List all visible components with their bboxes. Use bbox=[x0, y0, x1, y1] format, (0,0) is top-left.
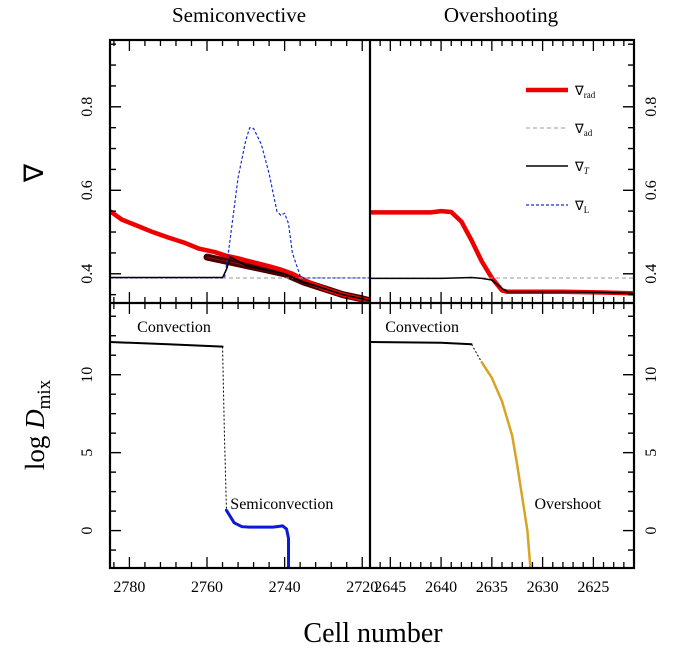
y-tick-label: 0 bbox=[79, 527, 96, 535]
x-tick-label: 2720 bbox=[346, 579, 378, 596]
series-overshoot-line bbox=[480, 360, 532, 568]
panels: Convection Semiconvection Convection Oversh… bbox=[110, 127, 634, 568]
legend-label: ∇ad bbox=[574, 121, 593, 138]
x-axis-label: Cell number bbox=[303, 618, 443, 649]
series-T-line bbox=[110, 256, 370, 302]
series-T-line bbox=[370, 276, 634, 295]
y-tick-label: 10 bbox=[643, 367, 660, 383]
legend-symbol: ∇ bbox=[574, 159, 584, 174]
series-L-line bbox=[110, 127, 370, 279]
y-tick-label: 0.4 bbox=[643, 264, 660, 284]
series-conv-line bbox=[370, 340, 473, 346]
legend-label: ∇L bbox=[574, 198, 589, 215]
x-tick-label: 2645 bbox=[374, 579, 406, 596]
series-conv-line bbox=[110, 340, 224, 348]
x-tick-label: 2780 bbox=[113, 579, 145, 596]
annotation-label: Semiconvection bbox=[230, 496, 333, 513]
y-tick-label: 5 bbox=[79, 449, 96, 457]
column-title-overshooting: Overshooting bbox=[444, 3, 559, 27]
y-tick-label: 0.8 bbox=[79, 97, 96, 117]
y-tick-label: 0.6 bbox=[79, 180, 96, 200]
legend-subscript: T bbox=[584, 166, 590, 176]
legend-subscript: ad bbox=[584, 128, 593, 138]
legend-symbol: ∇ bbox=[574, 83, 584, 98]
x-tick-label: 2630 bbox=[527, 579, 559, 596]
y-tick-label: 10 bbox=[79, 367, 96, 383]
legend-label: ∇rad bbox=[574, 83, 596, 100]
legend-symbol: ∇ bbox=[574, 198, 584, 213]
plot-area-0-bottom bbox=[110, 340, 291, 568]
y-tick-label: 0.6 bbox=[643, 180, 660, 200]
x-tick-label: 2760 bbox=[191, 579, 223, 596]
series-rad-line bbox=[370, 208, 634, 296]
y-tick-label: 0.8 bbox=[643, 97, 660, 117]
legend-label: ∇T bbox=[574, 159, 590, 176]
legend-subscript: rad bbox=[584, 90, 596, 100]
y-label-d: D bbox=[20, 409, 50, 430]
y-axis-label-top: ∇ bbox=[19, 163, 49, 183]
series-link-line bbox=[471, 344, 483, 363]
series-semi-line bbox=[224, 508, 291, 568]
annotation-label: Overshoot bbox=[534, 496, 601, 513]
y-label-sub: mix bbox=[34, 379, 55, 409]
column-title-semiconvective: Semiconvective bbox=[172, 3, 306, 27]
legend-symbol: ∇ bbox=[574, 121, 584, 136]
x-tick-label: 2635 bbox=[476, 579, 508, 596]
plot-area-1-bottom bbox=[370, 340, 532, 568]
plot-area-1-top bbox=[370, 208, 634, 296]
y-label-log: log bbox=[20, 429, 50, 470]
y-tick-label: 0.4 bbox=[79, 264, 96, 284]
legend: ∇rad∇ad∇T∇L bbox=[526, 83, 596, 215]
legend-subscript: L bbox=[584, 205, 590, 215]
x-tick-label: 2625 bbox=[577, 579, 609, 596]
y-axis-label-bottom: log Dmix bbox=[20, 379, 55, 470]
x-tick-label: 2740 bbox=[269, 579, 301, 596]
y-tick-label: 0 bbox=[643, 527, 660, 535]
y-tick-label: 5 bbox=[643, 449, 660, 457]
series-link-line bbox=[222, 346, 227, 509]
annotation-label: Convection bbox=[385, 319, 459, 336]
plot-area-0-top bbox=[110, 127, 370, 303]
x-tick-label: 2640 bbox=[425, 579, 457, 596]
annotation-label: Convection bbox=[137, 319, 211, 336]
panel-frame: 0.4 0.6 0.8 0 5 10 2780 2760 2740 2720 0.4 0.6 0.8 0 5… bbox=[79, 38, 660, 596]
